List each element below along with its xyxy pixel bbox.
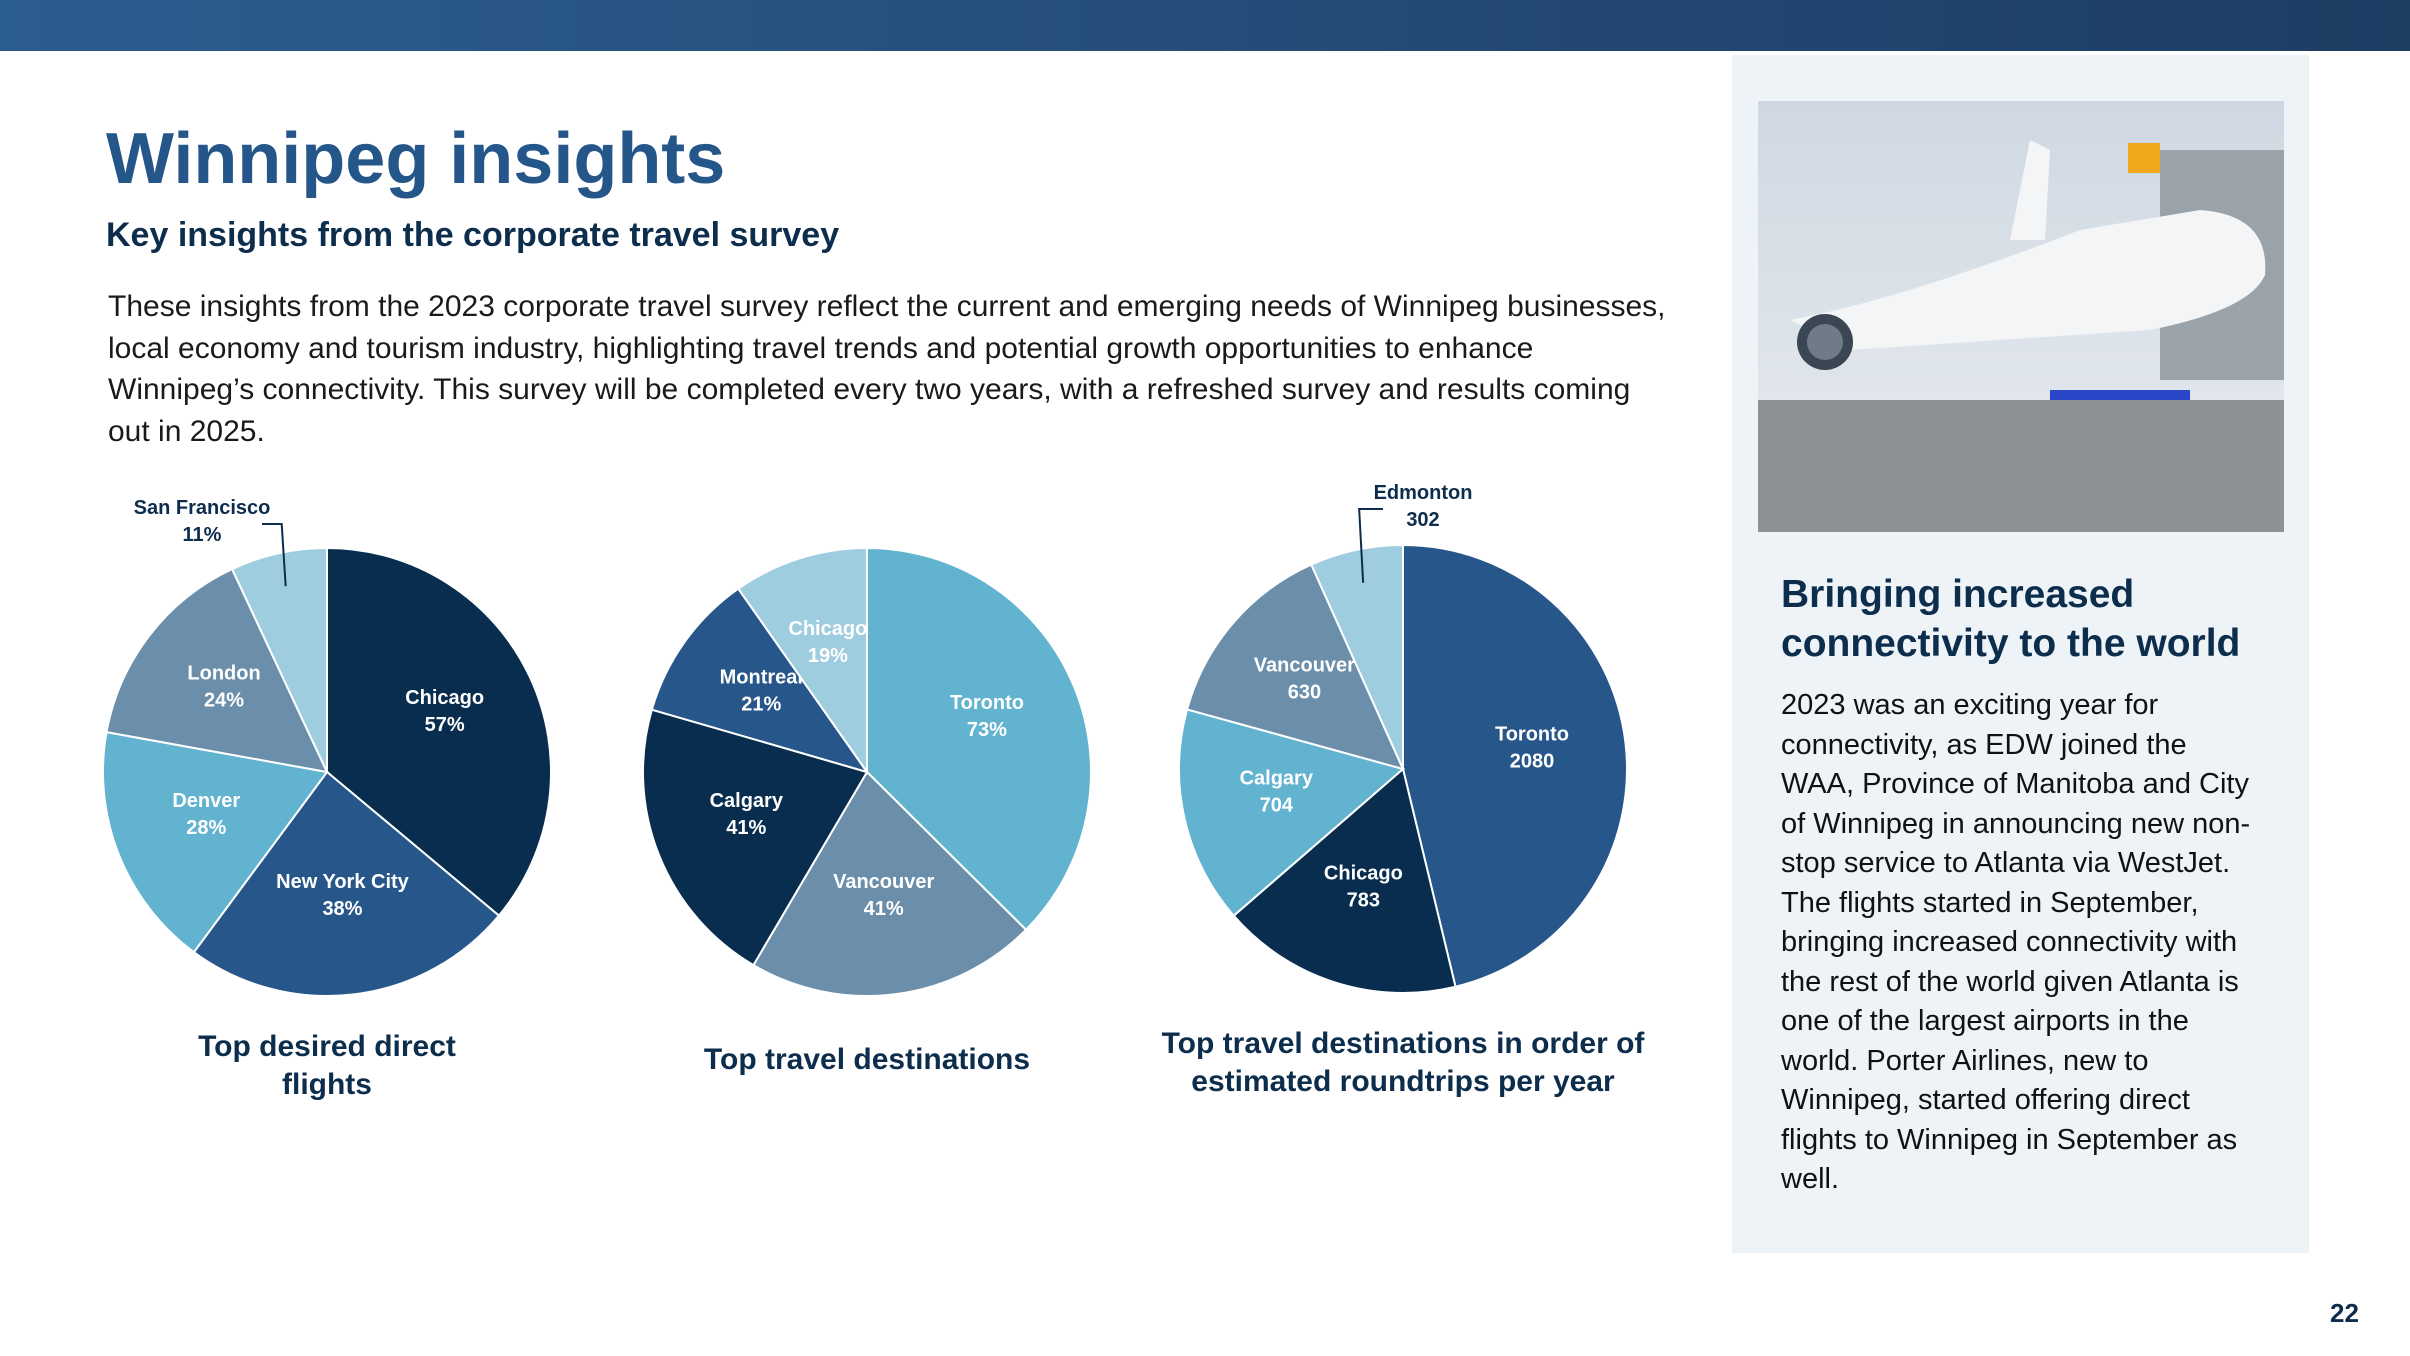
slice-label: Denver bbox=[172, 790, 240, 812]
slice-label: Toronto bbox=[1495, 724, 1569, 746]
slice-label: Chicago bbox=[1324, 863, 1403, 885]
slice-label: Calgary bbox=[1240, 768, 1314, 790]
chart-title: Top travel destinations bbox=[703, 1043, 1031, 1076]
pie-slice bbox=[102, 730, 329, 954]
pie-slice bbox=[326, 546, 552, 918]
page-number: 22 bbox=[2330, 1298, 2359, 1328]
chart-title: Top travel destinations in order of esti… bbox=[1161, 1027, 1645, 1098]
slice-label: Vancouver bbox=[833, 871, 934, 893]
slice-value: 302 bbox=[1406, 509, 1439, 531]
slice-value: 24% bbox=[204, 690, 244, 712]
leader-line bbox=[1358, 508, 1383, 583]
slice-label: London bbox=[187, 663, 260, 685]
slice-label: Edmonton bbox=[1374, 482, 1473, 504]
sidebar-body: 2023 was an exciting year for connectivi… bbox=[1781, 689, 2251, 1195]
pie-slice bbox=[230, 546, 328, 773]
slice-value: 38% bbox=[322, 898, 362, 920]
pie-slice bbox=[1309, 543, 1404, 770]
slice-label: Calgary bbox=[710, 790, 784, 812]
page-title: Winnipeg insights bbox=[106, 119, 726, 199]
slice-label: Chicago bbox=[405, 687, 484, 709]
sidebar-heading: Bringing increased connectivity to the w… bbox=[1781, 573, 2241, 665]
slice-label: New York City bbox=[276, 871, 410, 893]
slice-label: Toronto bbox=[950, 692, 1024, 714]
slice-value: 630 bbox=[1288, 681, 1321, 703]
pie-slice bbox=[752, 770, 1028, 997]
subtitle: Key insights from the corporate travel s… bbox=[106, 216, 840, 254]
slice-value: 783 bbox=[1347, 890, 1380, 912]
slice-value: 41% bbox=[864, 898, 904, 920]
slice-value: 19% bbox=[808, 645, 848, 667]
slice-label: Chicago bbox=[788, 618, 867, 640]
slice-value: 21% bbox=[741, 693, 781, 715]
slice-value: 41% bbox=[726, 817, 766, 839]
slice-value: 704 bbox=[1260, 795, 1294, 817]
slice-value: 11% bbox=[183, 524, 222, 546]
slice-value: 2080 bbox=[1510, 751, 1555, 773]
pie-slice bbox=[866, 546, 1092, 932]
photo bbox=[1758, 101, 2284, 532]
pie-slice bbox=[1232, 767, 1457, 994]
pie-slice bbox=[1178, 708, 1406, 918]
slice-value: 57% bbox=[425, 714, 465, 736]
leader-line bbox=[262, 523, 287, 587]
chart-title: Top desired direct flights bbox=[198, 1030, 456, 1101]
pie-slice bbox=[192, 770, 501, 997]
top-bar bbox=[0, 0, 2410, 51]
slice-value: 28% bbox=[186, 817, 226, 839]
slice-label: Montreal bbox=[720, 666, 803, 688]
pie-slice bbox=[1185, 563, 1405, 771]
pie-slice bbox=[1402, 543, 1628, 988]
pie-slice bbox=[650, 587, 870, 774]
pie-slice bbox=[642, 708, 869, 967]
slice-label: Vancouver bbox=[1254, 654, 1355, 676]
pie-slice bbox=[105, 567, 329, 774]
intro-paragraph: These insights from the 2023 corporate t… bbox=[108, 290, 1666, 448]
slice-label: San Francisco bbox=[134, 497, 271, 519]
slice-value: 73% bbox=[967, 719, 1007, 741]
pie-slice bbox=[736, 546, 868, 776]
